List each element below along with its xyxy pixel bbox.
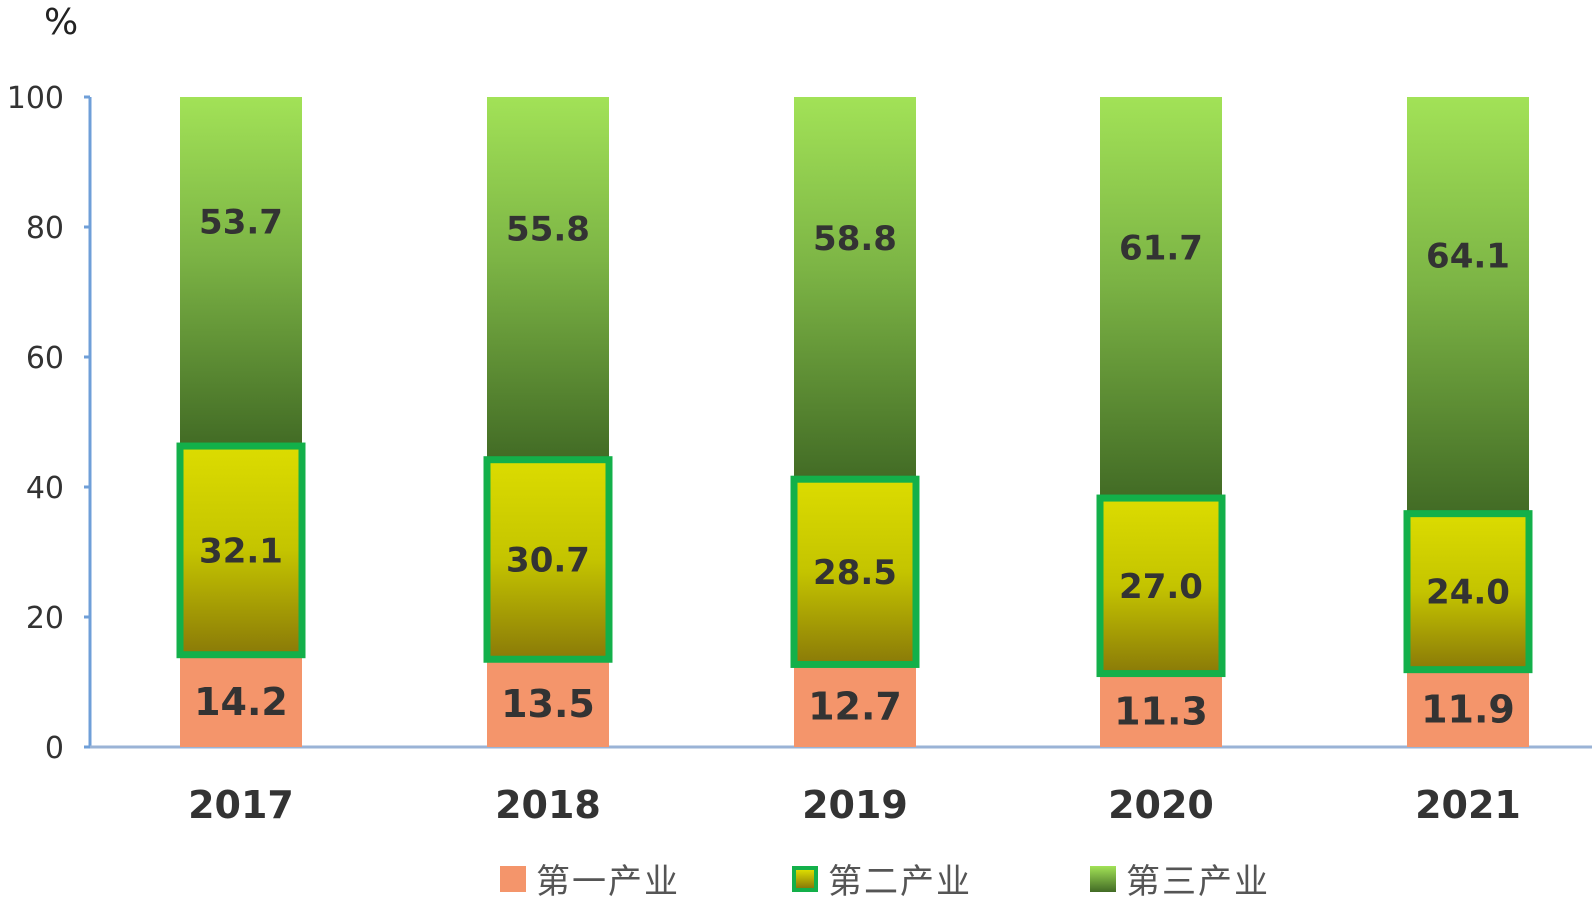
data-label-secondary: 32.1 [199,531,283,571]
bar-secondary [1403,510,1533,674]
x-tick-label: 2018 [495,783,601,827]
data-label-tertiary: 55.8 [506,209,590,249]
legend: 第一产业 第二产业 第三产业 [0,854,1592,904]
bars [176,97,1533,747]
data-label-secondary: 28.5 [813,553,897,593]
bar-primary [1100,673,1222,747]
legend-label-secondary: 第二产业 [828,862,972,902]
x-tick-label: 2020 [1108,783,1214,827]
bar-tertiary [487,97,609,460]
y-tick-label: 100 [7,81,64,116]
legend-label-primary: 第一产业 [536,862,680,902]
bar-secondary [1096,494,1226,678]
bar-primary [487,659,609,747]
legend-item-secondary: 第二产业 [792,854,972,903]
bar-secondary [790,475,920,668]
legend-item-tertiary: 第三产业 [1090,854,1270,903]
legend-item-primary: 第一产业 [500,854,680,903]
data-label-tertiary: 53.7 [199,203,283,243]
data-label-secondary: 27.0 [1119,567,1203,607]
y-tick-label: 40 [26,471,64,506]
legend-label-tertiary: 第三产业 [1126,862,1270,902]
y-tick-label: 80 [26,211,64,246]
data-label-tertiary: 64.1 [1426,236,1510,276]
bar-tertiary [1407,97,1529,514]
data-label-primary: 11.9 [1421,687,1515,731]
data-label-primary: 14.2 [194,680,288,724]
y-tick-label: 0 [45,731,64,766]
bar-secondary [176,442,306,659]
x-tick-label: 2017 [188,783,294,827]
bar-tertiary [180,97,302,447]
legend-swatch-tertiary [1090,865,1116,892]
y-axis-unit-label: % [44,2,79,43]
bar-secondary [483,456,613,663]
data-label-primary: 12.7 [808,685,902,729]
y-tick-label: 60 [26,341,64,376]
bar-primary [180,654,302,747]
bar-primary [794,664,916,747]
stacked-bar-chart: 0 20 40 60 80 100 2017 2018 2019 2020 2021 53.7 32.… [7,81,1592,827]
data-label-tertiary: 58.8 [813,219,897,259]
legend-swatch-primary [500,865,526,892]
x-tick-label: 2019 [802,783,908,827]
data-label-secondary: 24.0 [1426,573,1510,613]
bar-primary [1407,669,1529,747]
x-tick-label: 2021 [1415,783,1521,827]
data-label-primary: 11.3 [1114,689,1208,733]
data-label-secondary: 30.7 [506,540,590,580]
data-labels: 53.7 32.1 14.2 55.8 30.7 13.5 58.8 28.5 12.7 61.7… [194,203,1515,734]
data-label-tertiary: 61.7 [1119,229,1203,269]
legend-swatch-secondary [792,865,818,892]
bar-tertiary [1100,97,1222,499]
bar-tertiary [794,97,916,480]
y-tick-label: 20 [26,601,64,636]
data-label-primary: 13.5 [501,682,595,726]
